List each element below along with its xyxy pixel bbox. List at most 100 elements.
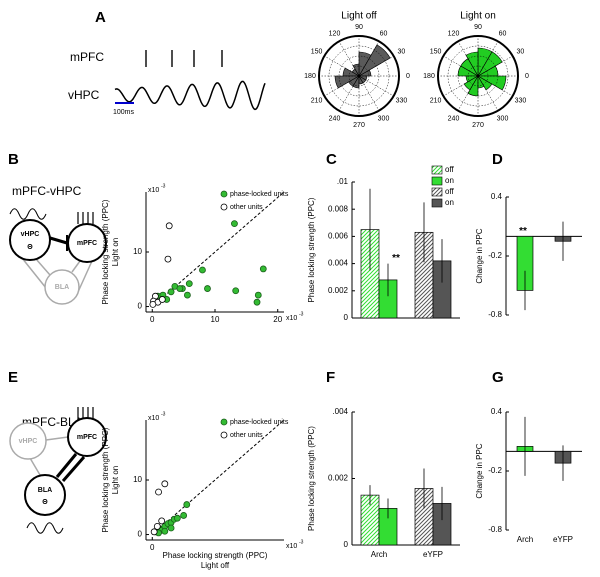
point	[231, 220, 238, 228]
angle-tick-label: 210	[430, 97, 442, 104]
panel-label: A	[95, 9, 106, 26]
node-label: vHPC	[21, 231, 40, 238]
angle-tick-label: 210	[311, 97, 323, 104]
y-tick-label: 0	[138, 530, 143, 539]
y-tick-label: 10	[133, 475, 142, 484]
x-tick-label: 20	[273, 315, 282, 324]
polar-spoke	[358, 55, 394, 77]
angle-tick-label: 180	[304, 73, 316, 80]
lfp-trace	[114, 80, 266, 111]
node-label: mPFC	[77, 434, 97, 441]
y-tick-label: 0.006	[328, 232, 349, 241]
significance: **	[392, 253, 400, 264]
y-tick-label: 0.002	[328, 474, 349, 483]
angle-tick-label: 120	[329, 30, 341, 37]
point	[149, 300, 157, 308]
legend-marker	[220, 431, 228, 439]
node	[24, 474, 66, 516]
angle-tick-label: 150	[311, 48, 323, 55]
legend-label: phase-locked units	[230, 419, 289, 426]
y-axis-label: Change in PPC	[475, 443, 484, 498]
identity-line	[151, 191, 285, 307]
y-axis-label: Phase locking strength (PPC)	[307, 426, 316, 531]
angle-tick-label: 270	[353, 122, 365, 129]
legend-label: off	[445, 187, 455, 196]
y-multiplier-exp: -3	[161, 411, 166, 417]
point	[204, 285, 211, 292]
point	[153, 522, 161, 530]
polar-frame	[437, 35, 519, 117]
legend-swatch	[431, 187, 443, 197]
x-multiplier-exp: -3	[299, 311, 304, 317]
point	[155, 488, 162, 496]
x-multiplier: x10	[286, 543, 297, 550]
y-tick-label: 0.4	[491, 192, 503, 201]
spikes	[145, 50, 223, 67]
point	[158, 517, 166, 525]
point	[176, 285, 184, 292]
polar-spoke	[324, 55, 360, 77]
angle-tick-label: 60	[380, 30, 388, 37]
trace-label: mPFC	[70, 50, 104, 64]
trace-label: vHPC	[68, 88, 100, 102]
x-tick-label: eYFP	[423, 550, 443, 559]
angle-tick-label: 120	[448, 30, 460, 37]
angle-tick-label: 330	[515, 97, 527, 104]
point	[167, 524, 175, 532]
legend-swatch	[431, 165, 443, 175]
angle-tick-label: 30	[398, 48, 406, 55]
y-axis-label: Phase locking strength (PPC)	[307, 197, 316, 302]
y-multiplier-exp: -3	[161, 183, 166, 189]
angle-tick-label: 330	[396, 97, 408, 104]
node-label: BLA	[38, 487, 52, 494]
point	[173, 514, 181, 522]
polar-spoke	[358, 75, 394, 97]
legend-label: other units	[230, 204, 263, 211]
x-axis-label: Phase locking strength (PPC)	[163, 551, 268, 560]
panel-label: G	[492, 369, 504, 386]
polar-spoke	[443, 55, 479, 77]
y-tick-label: -0.2	[488, 251, 502, 260]
angle-tick-label: 240	[329, 115, 341, 122]
legend-marker	[220, 190, 228, 198]
node-label: mPFC	[77, 240, 97, 247]
connections	[29, 436, 69, 476]
y-tick-label: -0.8	[488, 525, 502, 534]
connections	[21, 257, 93, 293]
rose-wedge	[357, 75, 368, 81]
node	[44, 269, 80, 305]
legend-label: on	[445, 198, 454, 207]
point	[183, 501, 191, 508]
y-axis-label: Change in PPC	[475, 228, 484, 283]
legend-label: on	[445, 176, 454, 185]
angle-tick-label: 240	[448, 115, 460, 122]
angle-tick-label: 300	[497, 115, 509, 122]
projection	[61, 456, 86, 482]
y-tick-label: 0.004	[328, 259, 349, 268]
x-tick-label: 0	[150, 543, 155, 552]
x-axis-label: Light off	[201, 561, 230, 570]
projection	[55, 453, 78, 478]
chart-title: Light off	[341, 11, 377, 22]
point	[180, 512, 188, 519]
scale-bar-label: 100ms	[113, 109, 135, 116]
polar-spoke	[443, 75, 479, 97]
point	[259, 265, 267, 273]
point	[164, 255, 172, 263]
node	[67, 223, 107, 263]
legend-label: off	[445, 165, 455, 174]
point	[254, 291, 262, 299]
polar-spoke	[477, 75, 513, 97]
node	[67, 417, 107, 457]
panel-label: D	[492, 151, 503, 168]
node-rhythm: Θ	[42, 499, 48, 506]
y-tick-label: 0	[344, 540, 349, 549]
legend-label: phase-locked units	[230, 191, 289, 198]
y-tick-label: 10	[133, 247, 142, 256]
angle-tick-label: 270	[472, 122, 484, 129]
legend-marker	[220, 418, 228, 426]
point	[161, 480, 169, 488]
angle-tick-label: 180	[423, 73, 435, 80]
polar-spoke	[338, 41, 360, 77]
